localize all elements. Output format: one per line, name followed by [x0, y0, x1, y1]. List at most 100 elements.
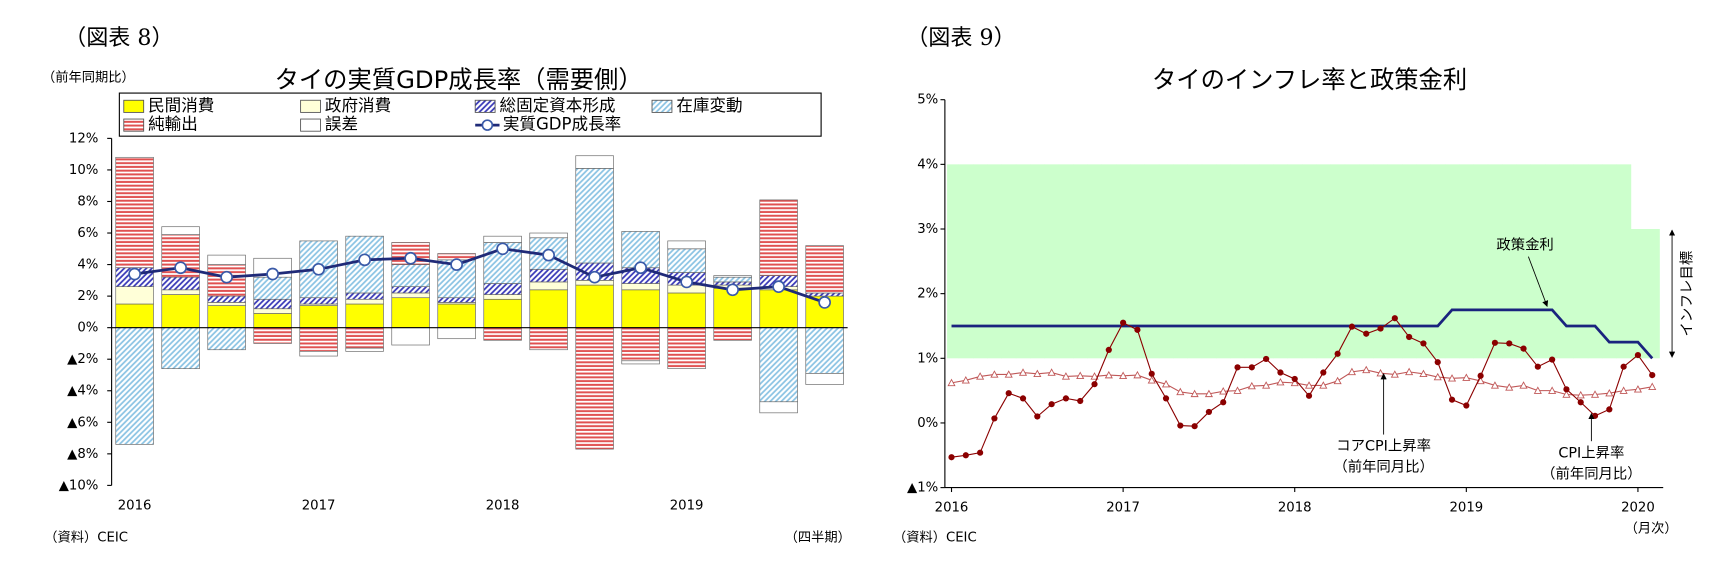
line-marker — [1577, 399, 1584, 406]
line-marker — [772, 280, 785, 294]
annotation: 政策金利 — [1496, 237, 1553, 254]
legend-label: 民間消費 — [148, 96, 214, 115]
line-marker — [1120, 319, 1127, 326]
y-axis-label: （前年同期比） — [42, 69, 135, 86]
line-marker — [948, 454, 955, 461]
line-marker — [1463, 402, 1470, 409]
target-band — [1030, 164, 1045, 359]
bar-segment — [391, 264, 430, 287]
line-marker — [1649, 372, 1656, 379]
x-tick-label: 2016 — [118, 498, 152, 513]
legend-label: 在庫変動 — [676, 96, 742, 115]
line-marker — [1104, 370, 1113, 379]
line-marker — [266, 267, 279, 281]
line-marker — [174, 261, 187, 275]
bar-segment — [253, 276, 292, 300]
x-tick-label: 2019 — [1449, 500, 1483, 515]
legend-swatch — [300, 118, 321, 132]
line-marker — [634, 261, 647, 275]
bar-segment — [529, 327, 568, 351]
y-tick-label: ▲4% — [67, 384, 98, 399]
bar-segment — [391, 292, 430, 299]
target-band — [1401, 164, 1417, 359]
line-marker — [220, 270, 233, 284]
y-tick-label: 4% — [917, 157, 938, 172]
target-band — [1273, 164, 1289, 359]
line-marker — [1090, 372, 1099, 380]
line-marker — [1347, 367, 1356, 376]
line-marker — [1304, 381, 1314, 389]
bar-segment — [299, 305, 338, 328]
target-band — [1316, 164, 1331, 359]
line-marker — [1620, 363, 1627, 370]
y-tick-label: 10% — [69, 163, 98, 178]
chart-title: タイの実質GDP成長率（需要側） — [275, 65, 643, 94]
line-marker — [1263, 355, 1270, 363]
line-marker — [1405, 367, 1414, 376]
line-marker — [1247, 381, 1256, 390]
target-band — [1073, 164, 1088, 359]
target-band — [1487, 164, 1503, 359]
line-marker — [1363, 330, 1370, 337]
line-marker — [1605, 388, 1614, 397]
line-marker — [1061, 372, 1070, 380]
target-band — [1473, 164, 1489, 359]
line-marker — [962, 452, 969, 459]
line-marker — [588, 270, 601, 284]
y-tick-label: 1% — [917, 351, 938, 366]
legend-label: 総固定資本形成 — [500, 96, 616, 115]
bar-segment — [483, 283, 522, 295]
chart-title: タイのインフレ率と政策金利 — [1152, 65, 1467, 94]
line-marker — [991, 415, 998, 422]
y-tick-label: 3% — [917, 222, 938, 237]
target-band — [1516, 164, 1532, 359]
x-axis-label: （月次） — [1625, 520, 1678, 536]
line-series — [951, 369, 1653, 396]
bar-segment — [391, 286, 430, 294]
bar-segment — [805, 245, 844, 294]
line-marker — [961, 376, 970, 384]
line-marker — [1219, 387, 1228, 395]
figure-label: （図表 8） — [64, 25, 173, 51]
line-marker — [1105, 346, 1112, 353]
bar-segment — [161, 294, 200, 328]
bar-segment — [161, 327, 200, 370]
y-tick-label: ▲8% — [67, 447, 98, 462]
line-marker — [1077, 397, 1084, 405]
bar-segment — [483, 294, 522, 300]
line-marker — [1004, 370, 1013, 378]
bar-segment — [529, 232, 568, 239]
bar-segment — [667, 240, 706, 250]
target-band — [1173, 164, 1188, 359]
bar-segment — [161, 289, 200, 295]
bar-segment — [253, 313, 292, 328]
legend-marker — [481, 119, 494, 131]
bar-segment — [529, 281, 568, 291]
target-band — [1430, 164, 1446, 359]
bar-segment — [345, 292, 384, 300]
line-marker — [1333, 376, 1342, 385]
bar-segment — [391, 327, 430, 346]
bar-segment — [805, 292, 844, 297]
line-marker — [1505, 383, 1514, 391]
x-tick-label: 2018 — [486, 498, 520, 513]
target-band — [1559, 164, 1575, 359]
source: （資料）CEIC — [893, 529, 977, 545]
line-marker — [947, 378, 956, 387]
target-band — [1444, 164, 1460, 359]
target-band — [1359, 164, 1374, 359]
line-marker — [1162, 395, 1170, 402]
line-marker — [1176, 387, 1185, 396]
bar-segment — [621, 289, 660, 328]
line-marker — [1133, 370, 1142, 379]
legend-swatch — [123, 99, 145, 113]
target-band — [1602, 164, 1617, 359]
annotation: コアCPI上昇率 — [1336, 438, 1431, 455]
line-marker — [1519, 381, 1528, 389]
bar-segment — [345, 327, 384, 349]
line-marker — [1591, 412, 1599, 419]
line-marker — [1406, 333, 1413, 341]
line-marker — [1220, 399, 1227, 406]
target-band — [1187, 164, 1203, 359]
line-marker — [1619, 386, 1628, 394]
